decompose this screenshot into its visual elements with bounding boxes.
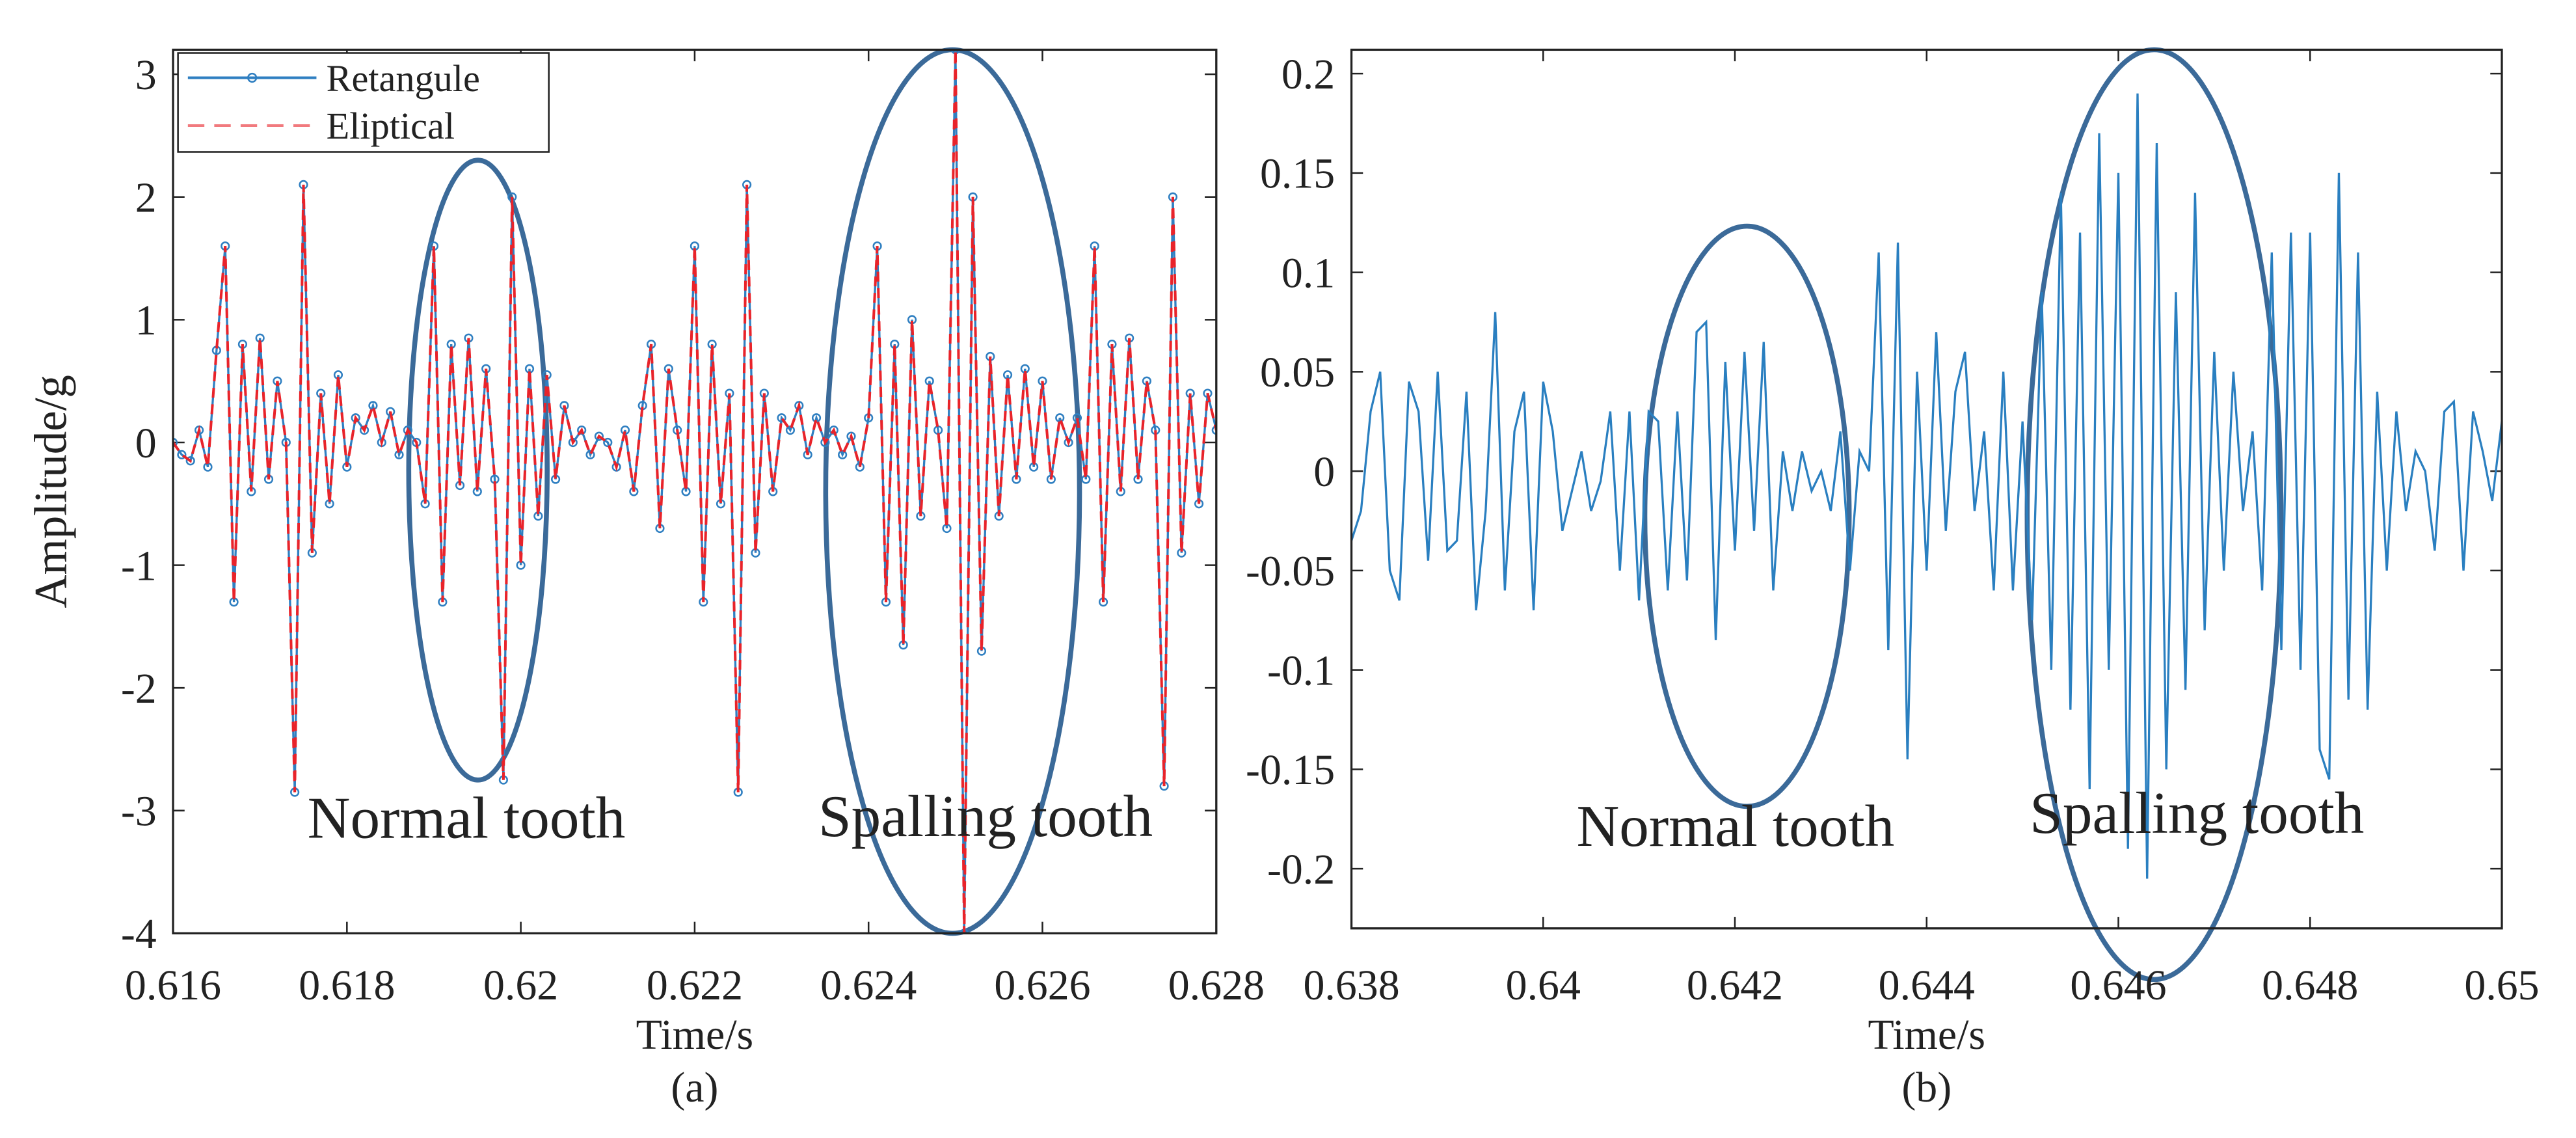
- y-tick-label: -0.1: [1267, 647, 1335, 694]
- y-tick-label: -3: [121, 788, 157, 835]
- x-tick-label: 0.646: [2070, 962, 2166, 1009]
- y-tick-label: -2: [121, 665, 157, 712]
- x-tick-label: 0.642: [1687, 962, 1783, 1009]
- legend-marker: [247, 72, 258, 83]
- legend-label: Retangule: [327, 57, 480, 100]
- y-tick-label: 0: [1313, 448, 1335, 496]
- y-tick-label: 3: [135, 51, 157, 99]
- y-tick-label: -0.15: [1246, 746, 1335, 794]
- region-ellipse: [406, 157, 550, 783]
- caption: (a): [671, 1064, 718, 1111]
- y-tick-label: 0: [135, 420, 157, 467]
- annotation: Spalling tooth: [818, 783, 1153, 849]
- series-marker: [777, 413, 786, 423]
- plot-area: [173, 49, 1216, 934]
- x-tick-label: 0.628: [1168, 962, 1265, 1009]
- region-ellipse: [1642, 223, 1852, 809]
- legend-label: Eliptical: [327, 105, 455, 147]
- caption: (b): [1901, 1064, 1952, 1111]
- y-tick-label: 1: [135, 297, 157, 344]
- x-tick-label: 0.648: [2262, 962, 2358, 1009]
- axes-box: [172, 48, 1218, 935]
- y-tick-label: -4: [121, 910, 157, 958]
- series-line: [173, 49, 1216, 934]
- series-marker: [177, 450, 187, 459]
- y-axis-label: Amplitude/g: [25, 375, 76, 608]
- y-tick-label: 0.05: [1260, 349, 1335, 396]
- x-tick-label: 0.616: [125, 962, 221, 1009]
- y-tick-label: 0.1: [1281, 249, 1335, 297]
- x-tick-label: 0.62: [483, 962, 558, 1009]
- annotation: Normal tooth: [308, 785, 626, 850]
- series-marker: [1211, 426, 1216, 435]
- series-marker: [173, 437, 178, 448]
- x-axis-label: Time/s: [1868, 1011, 1985, 1059]
- series-marker: [585, 450, 595, 459]
- annotation: Normal tooth: [1576, 793, 1894, 859]
- x-tick-label: 0.622: [647, 962, 743, 1009]
- plot-area: [1351, 93, 2502, 879]
- series-line: [1351, 93, 2502, 879]
- y-tick-label: -0.05: [1246, 548, 1335, 595]
- y-tick-label: -1: [121, 542, 157, 589]
- y-tick-label: -0.2: [1267, 846, 1335, 893]
- series-marker: [185, 456, 195, 466]
- x-tick-label: 0.624: [820, 962, 917, 1009]
- x-tick-label: 0.65: [2464, 962, 2539, 1009]
- x-tick-label: 0.644: [1879, 962, 1975, 1009]
- x-tick-label: 0.638: [1303, 962, 1399, 1009]
- x-axis-label: Time/s: [636, 1011, 754, 1059]
- axes-box: [1350, 48, 2503, 930]
- y-tick-label: 0.15: [1260, 150, 1335, 198]
- series-marker: [594, 431, 604, 441]
- x-tick-label: 0.626: [994, 962, 1090, 1009]
- x-tick-label: 0.64: [1506, 962, 1581, 1009]
- x-tick-label: 0.618: [299, 962, 395, 1009]
- y-tick-label: 2: [135, 174, 157, 222]
- annotation: Spalling tooth: [2030, 780, 2364, 846]
- y-tick-label: 0.2: [1281, 51, 1335, 98]
- legend-box: [177, 52, 550, 153]
